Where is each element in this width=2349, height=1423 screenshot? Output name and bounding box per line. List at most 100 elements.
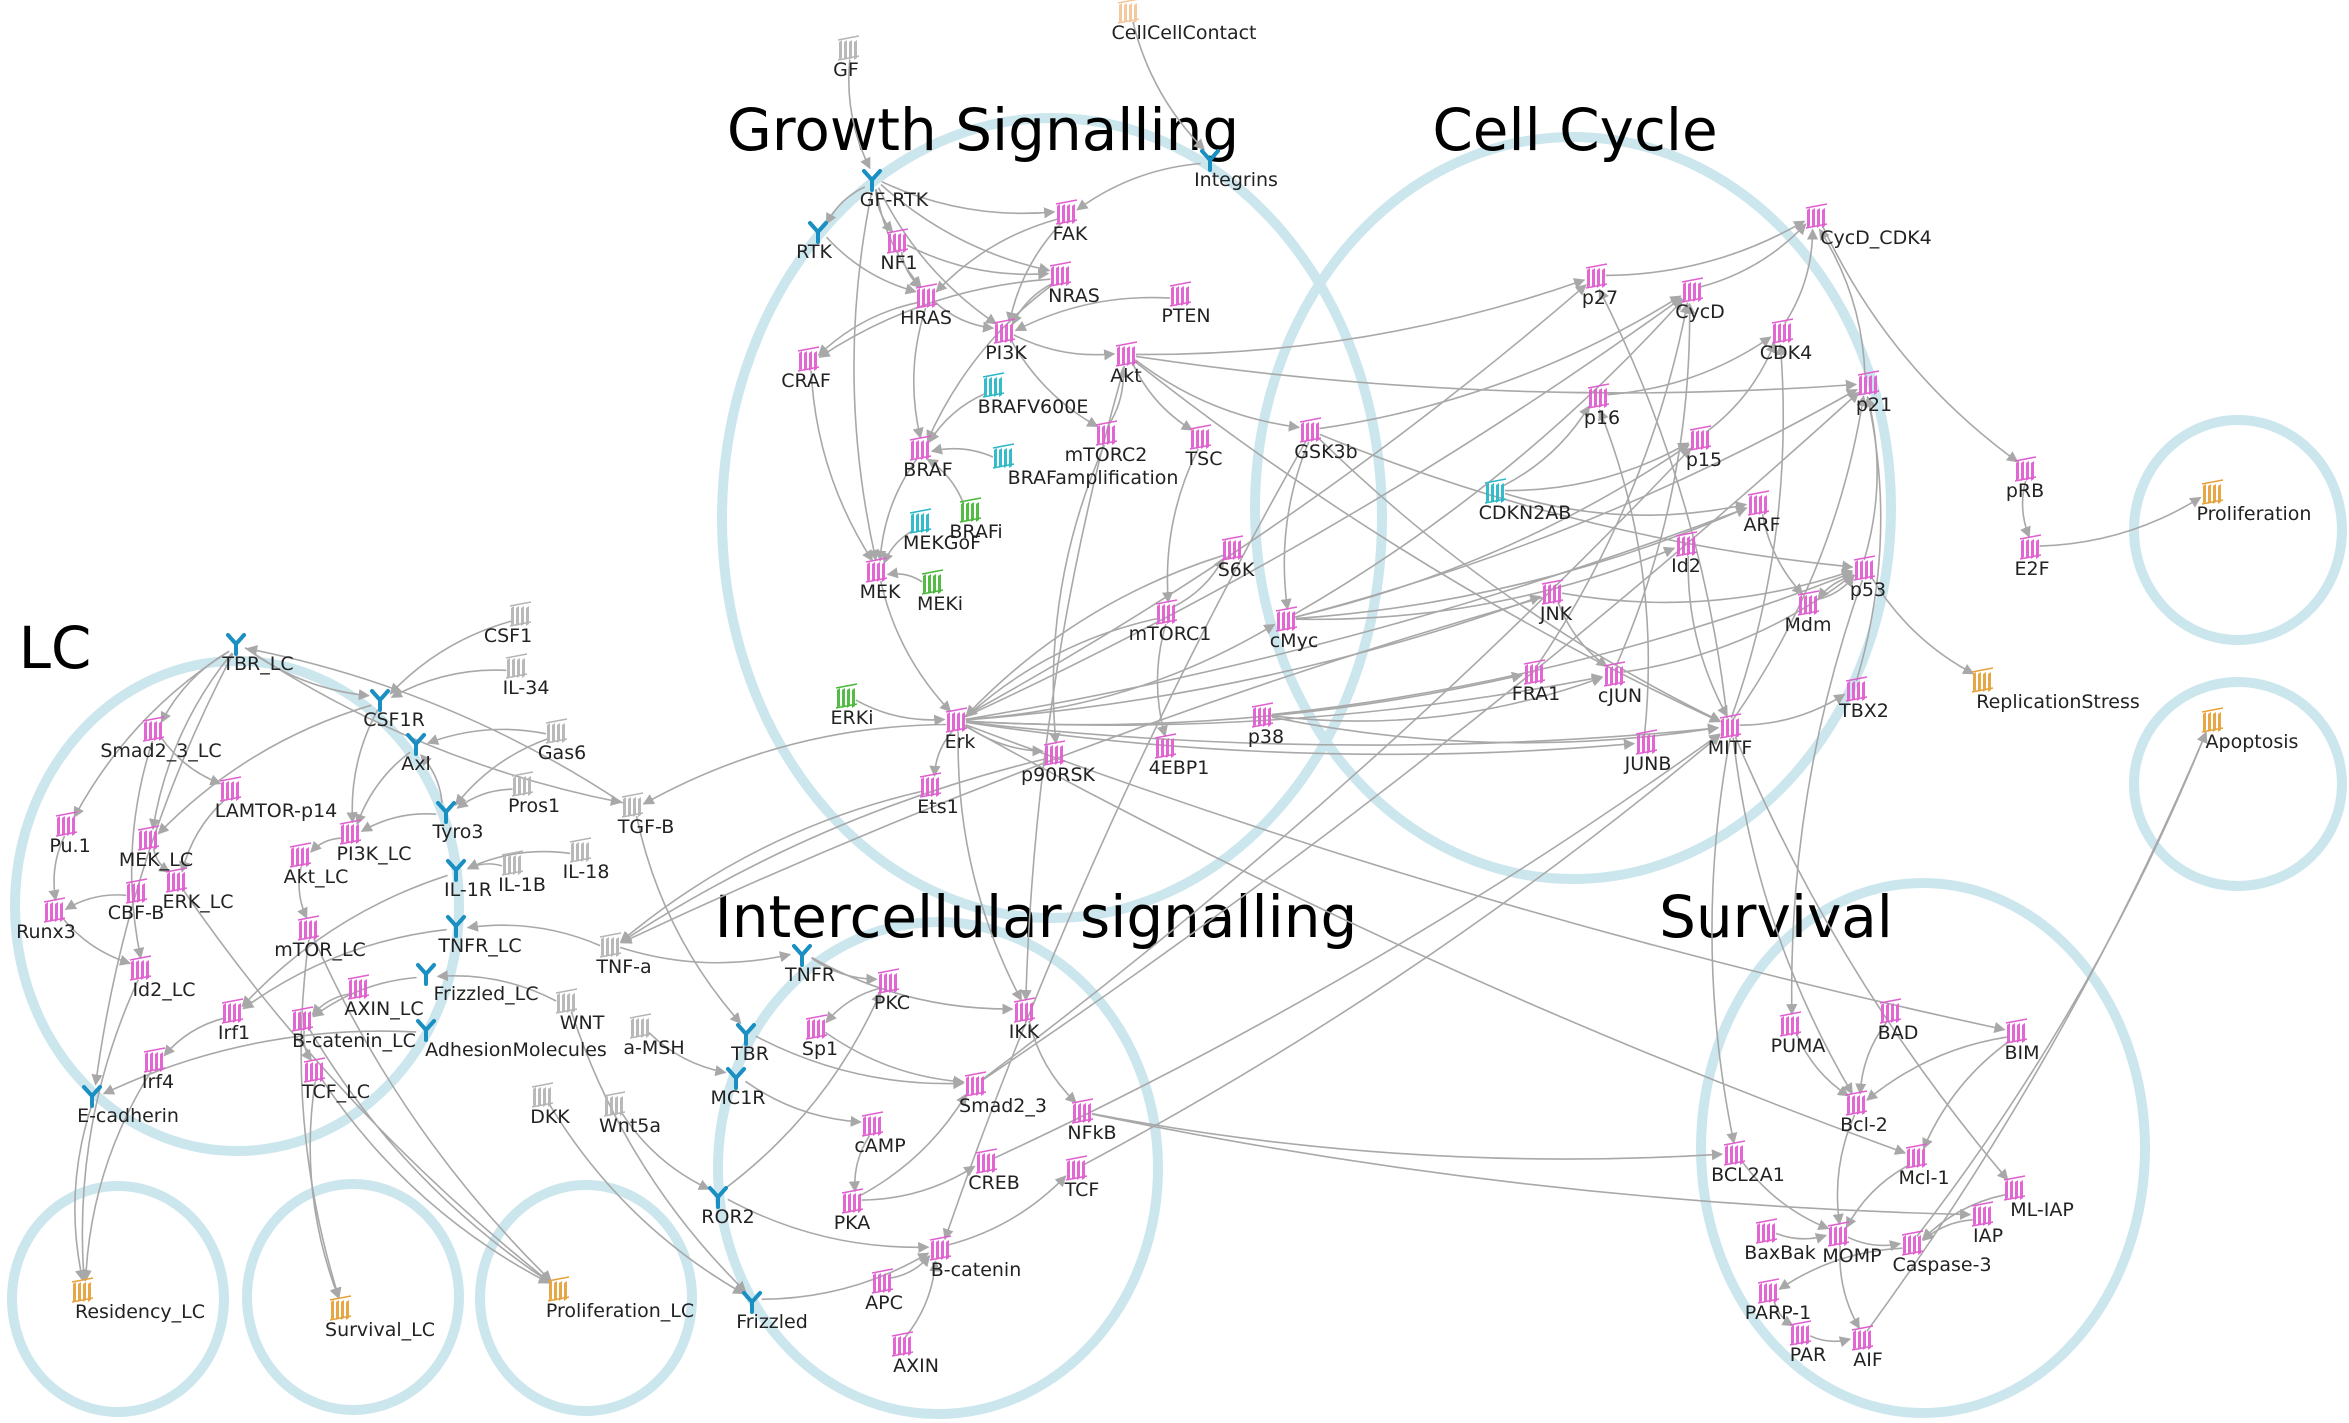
edge-puma-to-bcl-2 (1795, 1033, 1850, 1097)
edge-erk-to-mitf (965, 721, 1720, 746)
node-iap: IAP (1971, 1201, 2003, 1247)
edge-runx3-to-id2-lc (61, 917, 132, 966)
node-wnt: WNT (555, 988, 605, 1034)
edge-cjun-to-cycd (1615, 302, 1696, 667)
edge-smad2-3-to-p15 (982, 447, 1692, 1080)
receptor-icon (736, 1023, 756, 1046)
edge-pros1-to-tyro3 (456, 788, 513, 809)
residency-lc-region-circle (7, 1181, 229, 1417)
edge-cycd-cdk4-to-prb (1821, 225, 2019, 463)
edge-tnfr-lc-to-irf1 (242, 928, 447, 1010)
node-caspase-3: Caspase-3 (1892, 1230, 1992, 1276)
gene-icon (55, 811, 78, 837)
node-id2: Id2 (1671, 531, 1701, 577)
node-label: p90RSK (1021, 764, 1095, 786)
node-ror2: ROR2 (701, 1186, 755, 1228)
node-pros1: Pros1 (508, 771, 560, 817)
node-brafi: BRAFi (949, 497, 1003, 543)
survival-region-title: Survival (1659, 883, 1893, 951)
proliferation-region-circle (2129, 415, 2347, 645)
edge-fak-to-hras (935, 218, 1058, 293)
edge-mitf-to-tbx2 (1739, 693, 1846, 726)
edge-tnf-a-to-tnfr-lc (466, 920, 601, 947)
node-label: PTEN (1161, 305, 1210, 327)
node-label: p27 (1582, 287, 1618, 309)
node-arf: ARF (1743, 490, 1781, 536)
node-label: TBR (730, 1043, 769, 1065)
node-label: S6K (1218, 559, 1255, 581)
node-label: ML-IAP (2010, 1199, 2074, 1221)
node-brafv600e: BRAFV600E (978, 372, 1088, 418)
node-creb: CREB (968, 1148, 1020, 1194)
edge-nf1-to-hras (900, 251, 922, 289)
node-fra1: FRA1 (1512, 659, 1560, 705)
edge-e2f-to-proliferation (2039, 496, 2202, 547)
cellcycle-region-circle (1250, 132, 1896, 884)
edge-ikk-to-nfkb (1028, 1020, 1077, 1104)
edge-akt-to-p21 (1135, 355, 1858, 394)
edge-pkc-to-sp1 (825, 987, 880, 1024)
node-label: Id2 (1671, 555, 1701, 577)
edge-baxbak-to-momp (1775, 1232, 1828, 1244)
edge-axin-lc-to-b-catenin-lc (311, 993, 350, 1016)
gene-icon (1853, 555, 1876, 581)
gene-icon (871, 1268, 894, 1294)
intercellular-region-title: Intercellular signalling (715, 883, 1358, 951)
gene-icon (929, 1235, 952, 1261)
node-tcf-lc: TCF_LC (301, 1057, 370, 1103)
node-cmyc: cMyc (1270, 606, 1318, 652)
receptor-icon (792, 944, 812, 967)
mutation-icon (1484, 478, 1507, 504)
gene-icon (915, 283, 938, 309)
edge-camp-to-pka (848, 1135, 871, 1193)
edge-ets1-to-tnf-a (619, 790, 922, 943)
node-label: Runx3 (16, 921, 76, 943)
edge-b-catenin-to-tcf (948, 1175, 1067, 1246)
node-gf-rtk: GF-RTK (860, 169, 929, 211)
node-label: BaxBak (1744, 1242, 1816, 1264)
node-label: ReplicationStress (1976, 691, 2140, 713)
edge-gsk3b-to-cmyc (1280, 441, 1310, 611)
node-label: CSF1R (363, 709, 425, 731)
node-label: E-cadherin (77, 1105, 179, 1127)
output-node-icon (329, 1295, 352, 1321)
gene-icon (2014, 456, 2037, 482)
node-ets1: Ets1 (917, 772, 959, 818)
edge-csf1r-to-pi3k-lc (346, 709, 379, 824)
gene-icon (1275, 606, 1298, 632)
node-label: IL-1B (498, 874, 546, 896)
edge-smad2-3-lc-to-lamtor-p14 (160, 736, 222, 786)
gene-icon (142, 716, 165, 742)
node-junb: JUNB (1624, 729, 1671, 775)
gene-icon (1905, 1143, 1928, 1169)
node-irf1: Irf1 (218, 998, 250, 1044)
edge-mitf-to-ml-iap (1734, 736, 2009, 1181)
node-akt-lc: Akt_LC (284, 842, 348, 888)
gene-icon (1115, 341, 1138, 367)
node-momp: MOMP (1822, 1221, 1882, 1267)
gene-icon (1805, 203, 1828, 229)
gene-icon (1851, 1325, 1874, 1351)
node-gsk3b: GSK3b (1294, 417, 1358, 463)
input-node-icon (629, 1013, 652, 1039)
edge-axin-to-b-catenin (905, 1260, 941, 1338)
edge-erk-lc-to-proliferation-lc (182, 888, 551, 1283)
node-cdkn2ab: CDKN2AB (1479, 478, 1571, 524)
edge-tbr-lc-to-mek-lc (148, 652, 233, 831)
node-label: Smad2_3_LC (100, 740, 221, 762)
edge-erki-to-erk (855, 699, 946, 726)
edge-p21-to-cycd-cdk4 (1818, 228, 1866, 376)
edge-mitf-to-cdk4 (1730, 343, 1787, 719)
gene-icon (945, 707, 968, 733)
node-label: Erk (945, 731, 976, 753)
input-node-icon (555, 988, 578, 1014)
gene-icon (1971, 1201, 1994, 1227)
edge-il-34-to-csf1r (390, 669, 507, 698)
node-label: BCL2A1 (1711, 1164, 1785, 1186)
node-b-catenin: B-catenin (929, 1235, 1021, 1281)
edge-pten-to-pi3k (1014, 296, 1171, 332)
node-label: ROR2 (701, 1206, 754, 1228)
node-label: MEK_LC (119, 849, 193, 871)
node-label: Smad2_3 (959, 1095, 1047, 1117)
node-label: IAP (1973, 1225, 2003, 1247)
